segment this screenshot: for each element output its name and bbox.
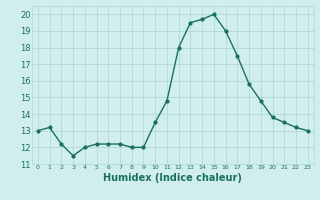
X-axis label: Humidex (Indice chaleur): Humidex (Indice chaleur) xyxy=(103,173,242,183)
